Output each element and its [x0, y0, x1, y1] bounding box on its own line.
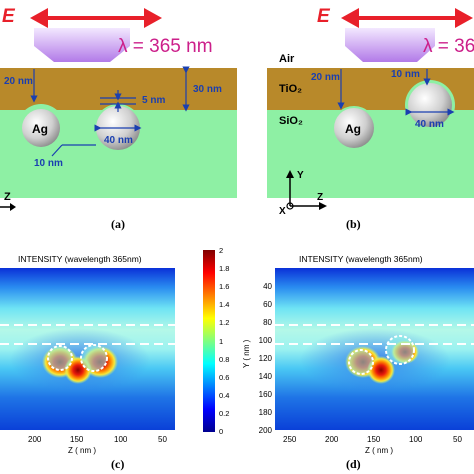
colorbar-tick: 0.6 — [219, 373, 229, 382]
dim-30nm: 30 nm — [193, 84, 222, 95]
dim-40nm: 40 nm — [104, 135, 133, 146]
coordinate-axes — [286, 170, 327, 210]
light-beam-arrow — [345, 28, 435, 62]
ag-nanoparticle-1 — [334, 108, 374, 148]
ag-label: Ag — [345, 122, 361, 136]
ag-nanoparticle-1 — [22, 109, 60, 147]
air-label: Air — [279, 53, 295, 65]
panel-b-schematic: E λ = 36 Air Ag TiO₂ SiO₂ 20 nm 10 nm 40… — [267, 6, 474, 217]
y-tick: 180 — [259, 408, 273, 417]
y-tick: 60 — [263, 300, 272, 309]
polarization-arrow — [341, 8, 473, 28]
wavelength-label: λ = 36 — [423, 36, 474, 57]
plot-title: INTENSITY (wavelength 365nm) — [299, 254, 423, 264]
y-tick: 140 — [259, 372, 273, 381]
colorbar-tick: 1.8 — [219, 264, 229, 273]
axis-z-label: Z — [4, 191, 11, 203]
dim-40nm: 40 nm — [415, 119, 444, 130]
dim-10nm: 10 nm — [391, 69, 420, 80]
colorbar-tick: 2 — [219, 246, 223, 255]
x-tick: 150 — [367, 435, 381, 444]
y-tick: 100 — [259, 336, 273, 345]
caption-a: (a) — [111, 217, 125, 231]
caption-c: (c) — [111, 457, 125, 471]
x-tick: 100 — [114, 435, 128, 444]
dim-10nm: 10 nm — [34, 158, 63, 169]
x-tick: 50 — [453, 435, 462, 444]
dim-20nm: 20 nm — [4, 76, 33, 87]
wavelength-label: λ = 365 nm — [118, 36, 213, 57]
axis-z-label: Z — [317, 192, 323, 203]
caption-b: (b) — [346, 217, 361, 231]
y-tick: 160 — [259, 390, 273, 399]
colorbar-tick: 1.4 — [219, 300, 229, 309]
y-tick: 40 — [263, 282, 272, 291]
colorbar-tick: 0.4 — [219, 391, 229, 400]
e-field-label: E — [2, 6, 16, 27]
ag-label: Ag — [32, 122, 48, 136]
axis-y-label: Y — [297, 170, 304, 181]
x-axis-label: Z ( nm ) — [365, 446, 393, 455]
intensity-plot-area — [275, 268, 474, 430]
intensity-plot-area — [0, 268, 175, 430]
colorbar-tick: 0.8 — [219, 355, 229, 364]
y-tick: 120 — [259, 354, 273, 363]
colorbar-tick: 1.2 — [219, 318, 229, 327]
colorbar-tick: 0 — [219, 427, 223, 436]
caption-d: (d) — [346, 457, 361, 471]
tio2-label: TiO₂ — [279, 83, 302, 95]
panel-c-intensity-map: INTENSITY (wavelength 365nm) 200 150 100… — [0, 246, 229, 455]
light-beam-arrow — [34, 28, 130, 62]
x-tick: 250 — [283, 435, 297, 444]
dim-20nm: 20 nm — [311, 72, 340, 83]
plot-title: INTENSITY (wavelength 365nm) — [18, 254, 142, 264]
x-tick: 150 — [70, 435, 84, 444]
panel-a-schematic: E λ = 365 nm Ag 20 nm 30 nm 5 nm 40 nm 1… — [0, 6, 237, 211]
ag-nanoparticle-2 — [408, 83, 452, 127]
panel-d-intensity-map: INTENSITY (wavelength 365nm) 40 60 80 10… — [242, 254, 474, 455]
x-axis-label: Z ( nm ) — [68, 446, 96, 455]
y-axis-label: Y ( nm ) — [242, 339, 251, 368]
colorbar-tick: 1.6 — [219, 282, 229, 291]
y-tick: 200 — [259, 426, 273, 435]
x-tick: 100 — [409, 435, 423, 444]
x-tick: 200 — [325, 435, 339, 444]
x-tick: 200 — [28, 435, 42, 444]
colorbar-tick: 1 — [219, 337, 223, 346]
polarization-arrow — [30, 8, 162, 28]
dim-5nm: 5 nm — [142, 95, 165, 106]
colorbar — [203, 250, 215, 432]
axis-x-label: X — [279, 206, 286, 217]
e-field-label: E — [317, 6, 331, 27]
y-tick: 80 — [263, 318, 272, 327]
x-tick: 50 — [158, 435, 167, 444]
sio2-label: SiO₂ — [279, 115, 303, 127]
colorbar-tick: 0.2 — [219, 409, 229, 418]
